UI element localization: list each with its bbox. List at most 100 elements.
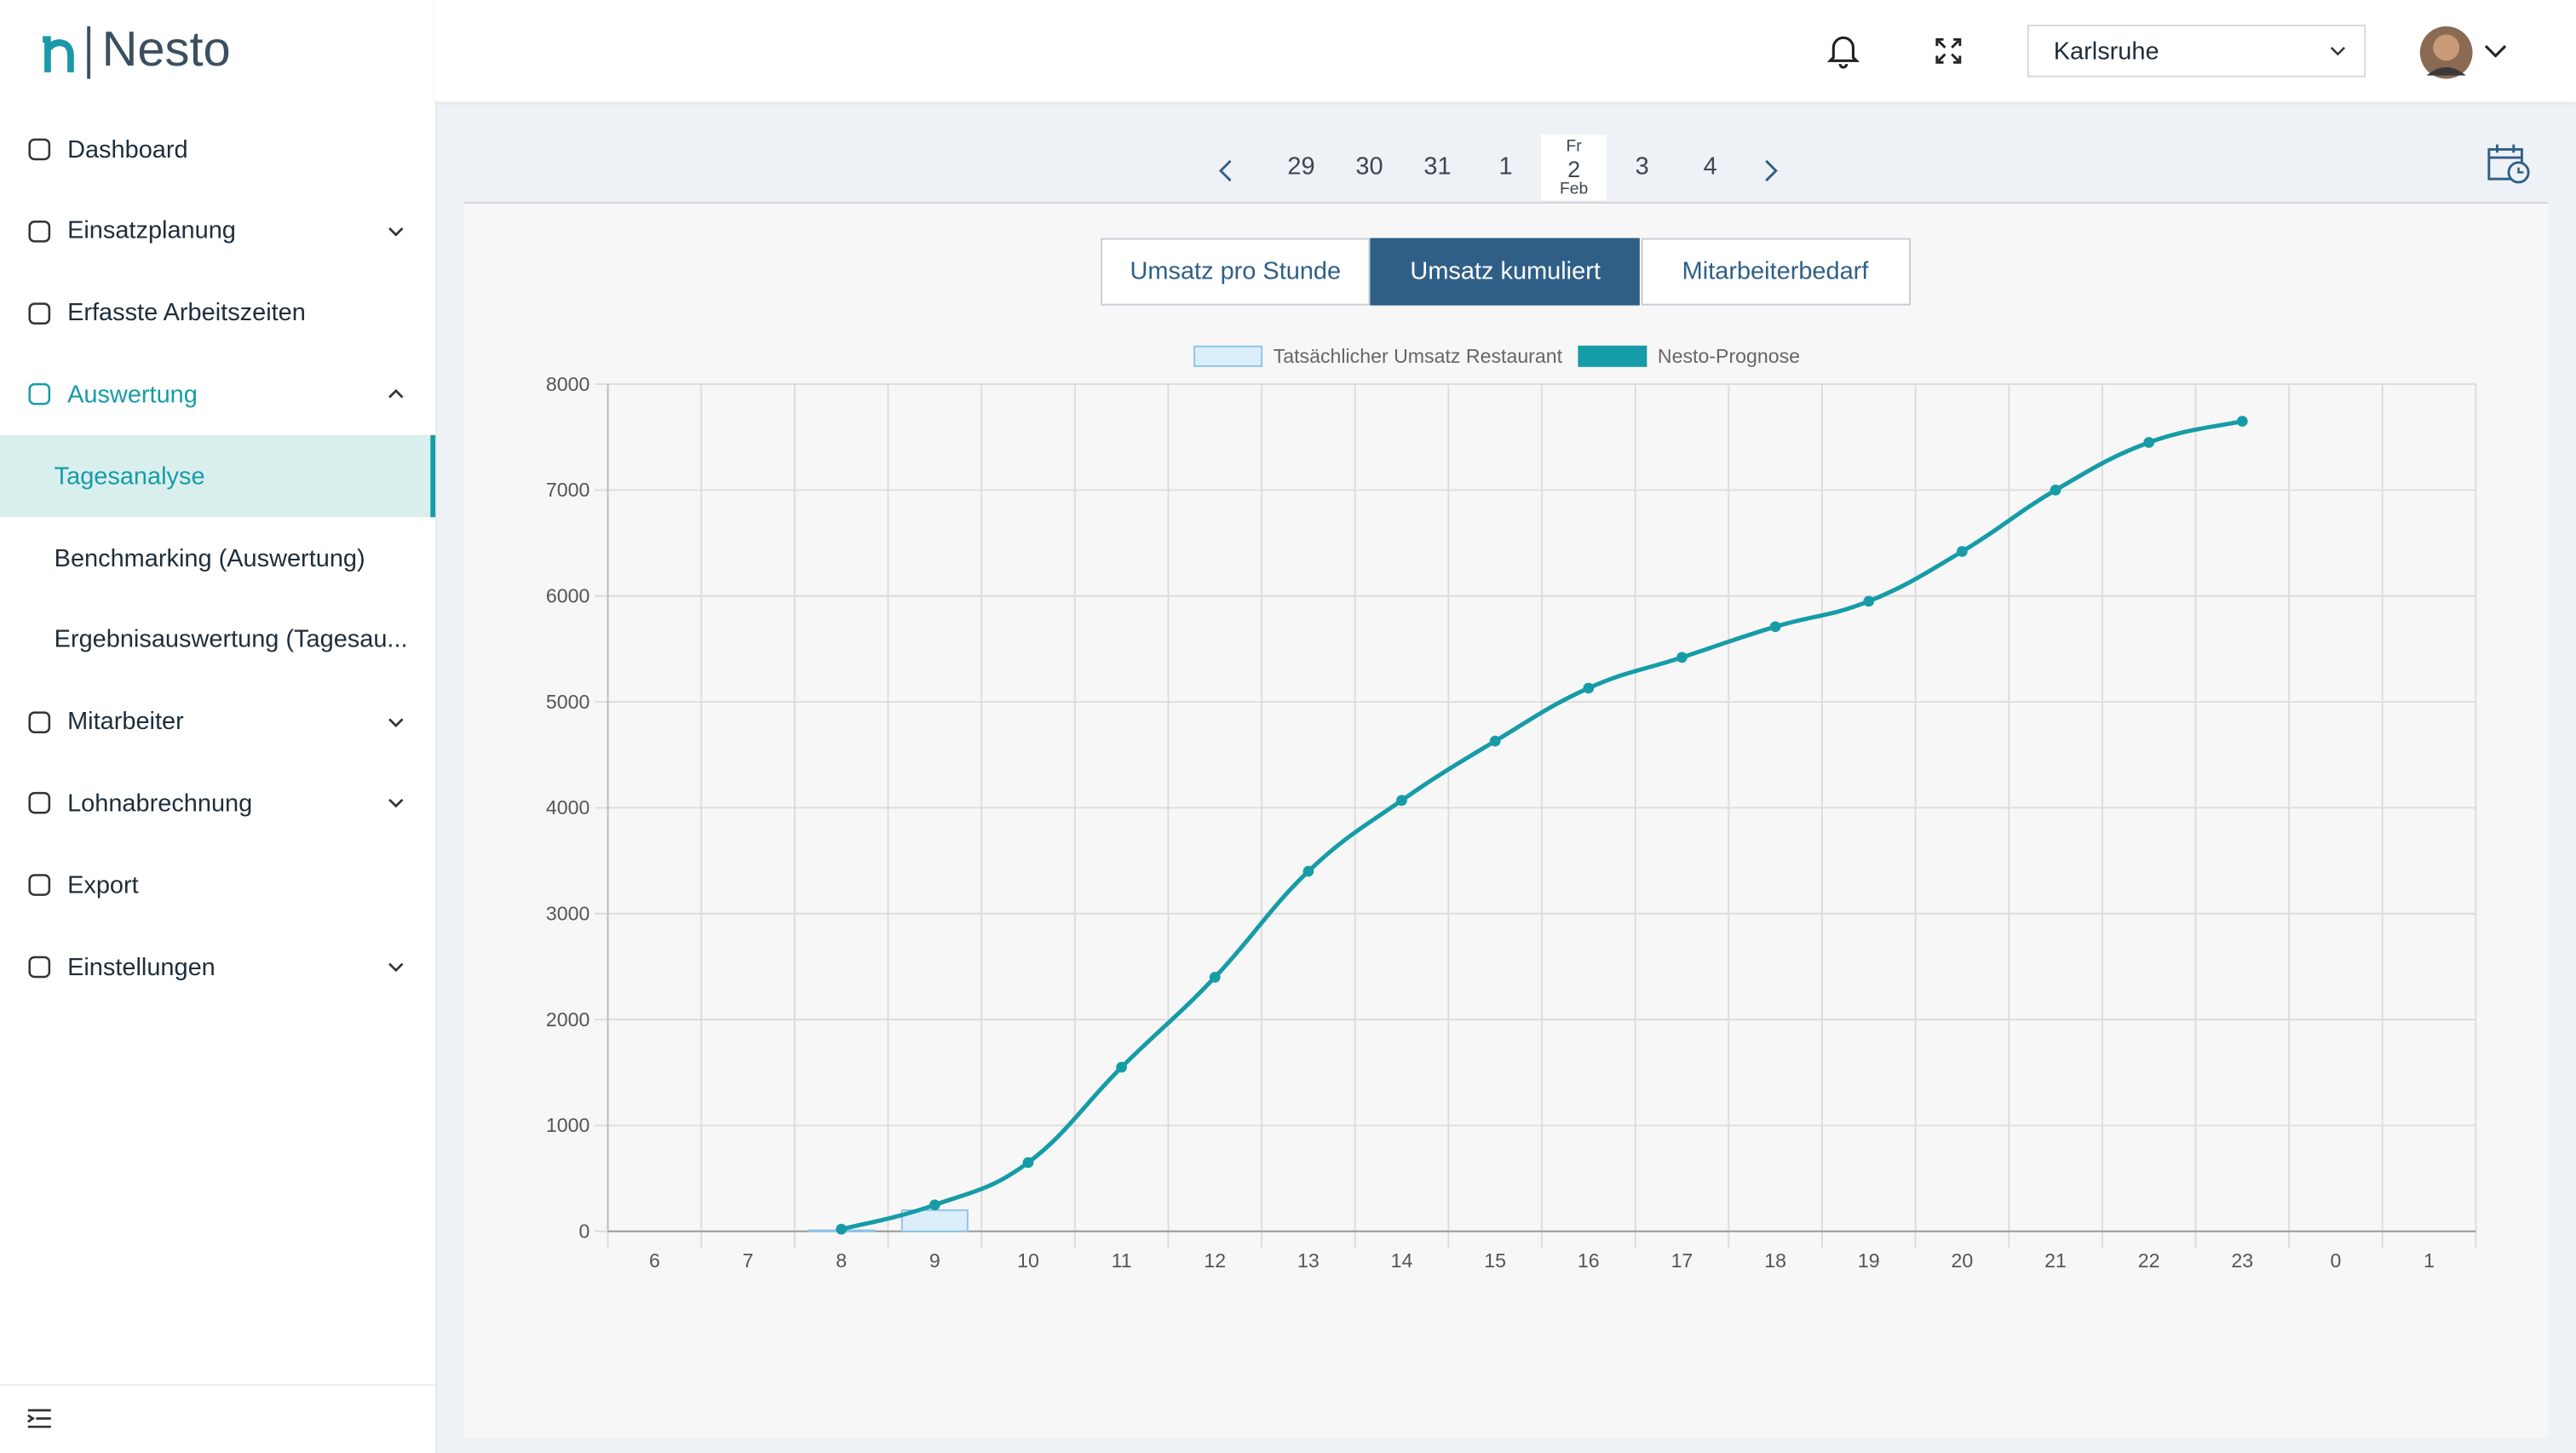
point [929, 1199, 940, 1210]
nav-item[interactable]: Erfasste Arbeitszeiten [0, 272, 435, 353]
location-select[interactable]: Karlsruhe [2027, 25, 2366, 78]
nav-chevron [386, 223, 405, 239]
date-day[interactable]: 1 [1473, 135, 1538, 200]
point [2143, 437, 2154, 448]
day-number: 2 [1541, 158, 1607, 181]
nav-item[interactable]: Einstellungen [0, 926, 435, 1008]
date-day[interactable]: Fr2Feb [1541, 135, 1607, 200]
x-tick-label: 21 [2044, 1249, 2067, 1272]
nav-item[interactable]: Mitarbeiter [0, 681, 435, 762]
date-day[interactable]: 31 [1405, 135, 1470, 200]
nav-icon [26, 709, 53, 735]
nav-icon [26, 382, 53, 408]
nav-item[interactable]: Export [0, 844, 435, 926]
day-number: 31 [1405, 135, 1470, 200]
logo-mark [36, 26, 85, 79]
y-tick-label: 4000 [546, 796, 589, 818]
x-tick-label: 13 [1297, 1249, 1320, 1272]
point [1863, 596, 1874, 607]
x-tick-label: 9 [929, 1249, 940, 1272]
point [1396, 795, 1407, 806]
date-day[interactable]: 30 [1337, 135, 1402, 200]
nav-label: Ergebnisauswertung (Tagesau... [55, 626, 408, 654]
x-tick-label: 17 [1671, 1249, 1693, 1272]
legend-label: Tatsächlicher Umsatz Restaurant [1274, 345, 1563, 367]
nav-chevron [386, 714, 405, 730]
nav-item[interactable]: Lohnabrechnung [0, 762, 435, 844]
point [1490, 736, 1501, 747]
location-value: Karlsruhe [2054, 37, 2159, 66]
nav-icon [26, 790, 53, 817]
chart: 0100020003000400050006000700080006789101… [463, 204, 2548, 1439]
point [2050, 485, 2061, 496]
x-tick-label: 1 [2424, 1249, 2435, 1272]
date-day[interactable]: 29 [1268, 135, 1334, 200]
y-tick-label: 5000 [546, 691, 589, 713]
y-tick-label: 1000 [546, 1114, 589, 1136]
fullscreen-icon[interactable] [1934, 36, 1964, 66]
x-tick-label: 16 [1578, 1249, 1600, 1272]
point [2237, 416, 2248, 427]
day-number: 29 [1268, 135, 1334, 200]
x-tick-label: 0 [2330, 1249, 2341, 1272]
nav-label: Tagesanalyse [55, 462, 205, 491]
divider [0, 1384, 435, 1386]
nav-item[interactable]: Benchmarking (Auswertung) [0, 517, 435, 599]
logo-text: Nesto [102, 23, 231, 79]
point [1676, 652, 1688, 663]
nav-label: Erfasste Arbeitszeiten [67, 299, 306, 327]
nav-label: Benchmarking (Auswertung) [55, 544, 365, 572]
x-tick-label: 20 [1952, 1249, 1974, 1272]
x-tick-label: 8 [836, 1249, 847, 1272]
x-tick-label: 6 [649, 1249, 660, 1272]
legend: Tatsächlicher Umsatz RestaurantNesto-Pro… [1194, 345, 1800, 367]
collapse-icon[interactable] [26, 1407, 53, 1430]
y-tick-label: 6000 [546, 584, 589, 606]
x-tick-label: 12 [1204, 1249, 1226, 1272]
date-day[interactable]: 3 [1609, 135, 1675, 200]
prev-day[interactable] [1212, 158, 1239, 184]
x-tick-label: 15 [1484, 1249, 1506, 1272]
point [1116, 1062, 1127, 1073]
nav-item[interactable]: Einsatzplanung [0, 190, 435, 272]
nav-chevron [386, 795, 405, 812]
nav-item[interactable]: Dashboard [0, 108, 435, 190]
nav-label: Einstellungen [67, 953, 216, 981]
day-number: 1 [1473, 135, 1538, 200]
nav-chevron [386, 959, 405, 975]
point [1023, 1157, 1034, 1169]
nav-label: Export [67, 871, 139, 899]
point [1957, 546, 1968, 557]
x-tick-label: 19 [1858, 1249, 1880, 1272]
x-tick-label: 7 [743, 1249, 754, 1272]
nav-label: Mitarbeiter [67, 708, 184, 736]
nav-label: Auswertung [67, 381, 198, 409]
nav-icon [26, 136, 53, 163]
notification-icon[interactable] [1827, 33, 1860, 69]
x-tick-label: 22 [2138, 1249, 2160, 1272]
point [1770, 621, 1781, 632]
nav-item[interactable]: Auswertung [0, 353, 435, 435]
nav-label: Lohnabrechnung [67, 790, 252, 818]
nav-item[interactable]: Ergebnisauswertung (Tagesau... [0, 599, 435, 681]
day-number: 3 [1609, 135, 1675, 200]
y-tick-label: 8000 [546, 373, 589, 395]
month: Feb [1541, 181, 1607, 200]
x-tick-label: 14 [1391, 1249, 1413, 1272]
logo-divider [87, 26, 90, 79]
x-tick-label: 10 [1017, 1249, 1039, 1272]
next-day[interactable] [1758, 158, 1785, 184]
nav-chevron [386, 387, 405, 403]
point [1210, 972, 1221, 983]
point [836, 1224, 847, 1235]
nav-icon [26, 218, 53, 244]
date-day[interactable]: 4 [1677, 135, 1743, 200]
user-avatar[interactable] [2418, 23, 2521, 82]
legend-swatch [1578, 347, 1646, 366]
calendar-icon[interactable] [2486, 143, 2532, 186]
y-tick-label: 0 [578, 1220, 589, 1242]
point [1583, 683, 1594, 694]
day-number: 30 [1337, 135, 1402, 200]
nav-item[interactable]: Tagesanalyse [0, 435, 435, 517]
